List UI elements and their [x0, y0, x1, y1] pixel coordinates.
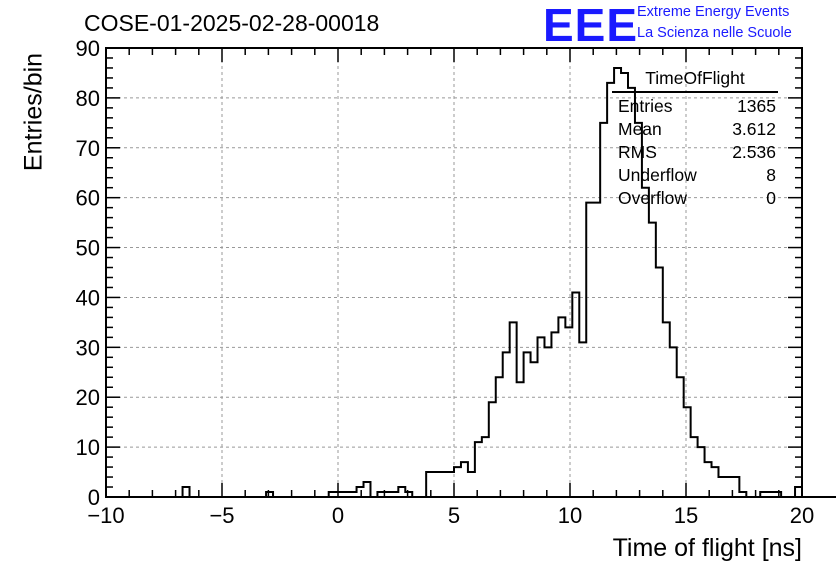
- x-tick-label: 15: [674, 503, 698, 528]
- axis-ticks: [105, 47, 803, 498]
- stats-value: 3.612: [732, 119, 776, 139]
- y-axis-title: Entries/bin: [19, 52, 48, 172]
- stats-row-entries: Entries 1365: [612, 95, 778, 118]
- stats-row-underflow: Underflow 8: [612, 164, 778, 187]
- x-axis-title: Time of flight [ns]: [612, 534, 802, 562]
- stats-label: Entries: [618, 96, 673, 116]
- stats-value: 2.536: [732, 142, 776, 162]
- stats-label: RMS: [618, 142, 657, 162]
- stats-label: Underflow: [618, 165, 697, 185]
- run-title: COSE-01-2025-02-28-00018: [84, 10, 380, 36]
- y-tick-label: 70: [76, 136, 100, 161]
- eee-logo: EEE: [543, 0, 639, 51]
- grid-lines: [106, 48, 802, 497]
- stats-box: TimeOfFlight Entries 1365 Mean 3.612 RMS…: [612, 68, 778, 210]
- y-tick-label: 10: [76, 435, 100, 460]
- x-tick-label: 10: [558, 503, 582, 528]
- x-tick-label: 20: [790, 503, 814, 528]
- logo-caption-line1: Extreme Energy Events: [637, 4, 790, 20]
- logo-caption-line2: La Scienza nelle Scuole: [637, 25, 792, 41]
- stats-value: 1365: [737, 96, 776, 116]
- stats-row-rms: RMS 2.536: [612, 141, 778, 164]
- x-tick-label: 5: [448, 503, 460, 528]
- y-tick-label: 40: [76, 285, 100, 310]
- stats-value: 8: [766, 165, 776, 185]
- y-tick-label: 90: [76, 36, 100, 61]
- x-tick-label: 0: [332, 503, 344, 528]
- stats-row-mean: Mean 3.612: [612, 118, 778, 141]
- y-tick-label: 80: [76, 86, 100, 111]
- stats-row-overflow: Overflow 0: [612, 187, 778, 210]
- x-tick-label: −10: [87, 503, 124, 528]
- stats-label: Mean: [618, 119, 662, 139]
- stats-value: 0: [766, 188, 776, 208]
- y-tick-label: 30: [76, 335, 100, 360]
- y-tick-label: 20: [76, 385, 100, 410]
- x-tick-label: −5: [209, 503, 234, 528]
- stats-label: Overflow: [618, 188, 688, 208]
- y-tick-label: 60: [76, 186, 100, 211]
- stats-title: TimeOfFlight: [612, 68, 778, 93]
- y-tick-label: 0: [88, 485, 100, 510]
- y-tick-label: 50: [76, 236, 100, 261]
